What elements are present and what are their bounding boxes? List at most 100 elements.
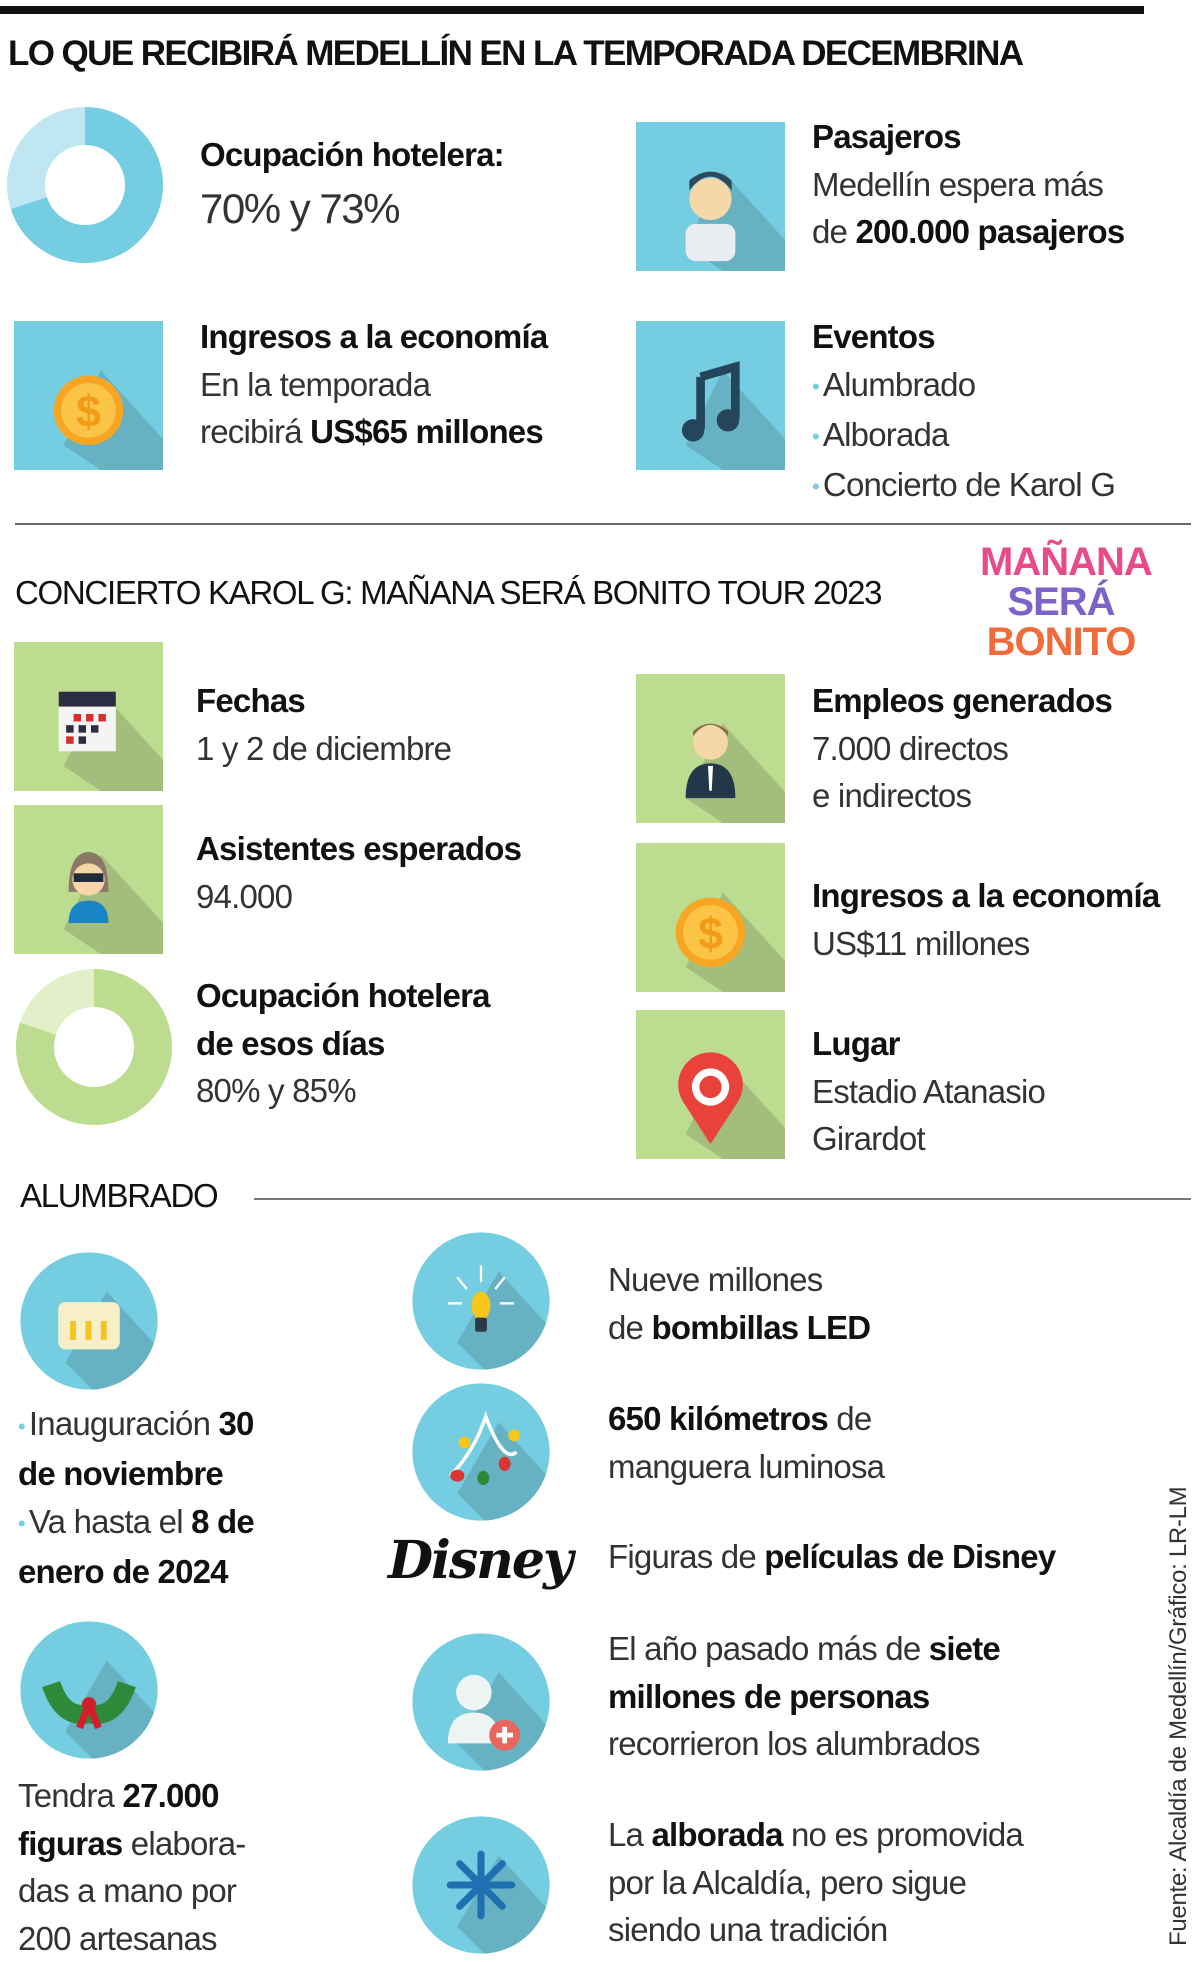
text: siete: [929, 1630, 1000, 1667]
event-item: •Alumbrado: [812, 361, 1115, 411]
jobs-heading: Empleos generados: [812, 677, 1112, 725]
wreath-icon: [18, 1619, 160, 1761]
figures-block: Tendra 27.000 figuras elabora- das a man…: [18, 1772, 245, 1962]
event-label: Alumbrado: [823, 366, 975, 403]
visitors-block: El año pasado más de siete millones de p…: [608, 1625, 1000, 1768]
text: películas de Disney: [764, 1538, 1055, 1575]
advent-calendar-icon: [18, 1250, 160, 1392]
concert-hotel-heading2: de esos días: [196, 1020, 490, 1068]
text: de: [608, 1309, 651, 1346]
text: La: [608, 1816, 651, 1853]
end-date: enero de 2024: [18, 1548, 254, 1596]
text: das a mano por: [18, 1867, 245, 1915]
person-icon: [636, 122, 785, 271]
text: Nueve millones: [608, 1256, 870, 1304]
text: millones de personas: [608, 1673, 1000, 1721]
income-heading: Ingresos a la economía: [200, 313, 547, 361]
dates-block: Fechas 1 y 2 de diciembre: [196, 677, 451, 772]
lights-divider: [254, 1198, 1191, 1200]
dates-value: 1 y 2 de diciembre: [196, 725, 451, 773]
firework-icon: [410, 1814, 552, 1956]
divider: [15, 523, 1191, 525]
passengers-heading: Pasajeros: [812, 113, 1124, 161]
text: 650 kilómetros: [608, 1400, 828, 1437]
concert-hotel-value: 80% y 85%: [196, 1067, 490, 1115]
calendar-icon: [14, 642, 163, 791]
hotel-heading: Ocupación hotelera:: [200, 131, 504, 179]
bulbs-block: Nueve millones de bombillas LED: [608, 1256, 870, 1351]
income-value: US$65 millones: [310, 413, 543, 450]
event-label: Concierto de Karol G: [823, 466, 1115, 503]
text: elabora-: [122, 1825, 245, 1862]
text: 27.000: [122, 1777, 218, 1814]
concert-heading: CONCIERTO KAROL G: MAÑANA SERÁ BONITO TO…: [15, 574, 881, 612]
text: alborada: [651, 1816, 782, 1853]
page-title: LO QUE RECIBIRÁ MEDELLÍN EN LA TEMPORADA…: [8, 34, 1022, 74]
concert-hotel-block: Ocupación hotelera de esos días 80% y 85…: [196, 972, 490, 1115]
events-heading: Eventos: [812, 313, 1115, 361]
person-plus-icon: [410, 1631, 552, 1773]
alborada-block: La alborada no es promovida por la Alcal…: [608, 1811, 1023, 1954]
top-bar: [0, 6, 1144, 14]
tour-logo: MAÑANA SERÁ BONITO: [980, 542, 1142, 662]
passengers-count: 200.000 pasajeros: [855, 213, 1124, 250]
income-block: Ingresos a la economía En la temporada r…: [200, 313, 547, 456]
text: siendo una tradición: [608, 1906, 1023, 1954]
text: bombillas LED: [651, 1309, 870, 1346]
disney-logo: Disney: [388, 1530, 578, 1591]
income-line2: recibirá US$65 millones: [200, 408, 547, 456]
text: El año pasado más de: [608, 1630, 929, 1667]
text: recorrieron los alumbrados: [608, 1720, 1000, 1768]
passengers-line1: Medellín espera más: [812, 161, 1124, 209]
text: recibirá: [200, 413, 310, 450]
dollar-coin-icon: $: [636, 843, 785, 992]
jobs-line1: 7.000 directos: [812, 725, 1112, 773]
text: figuras: [18, 1825, 122, 1862]
disney-block: Figuras de películas de Disney: [608, 1533, 1055, 1581]
events-block: Eventos •Alumbrado •Alborada •Concierto …: [812, 313, 1115, 511]
place-line2: Girardot: [812, 1115, 1045, 1163]
concert-hotel-donut: [16, 969, 172, 1125]
event-item: •Alborada: [812, 411, 1115, 461]
svg-text:$: $: [698, 910, 723, 959]
passengers-block: Pasajeros Medellín espera más de 200.000…: [812, 113, 1124, 256]
text: de: [828, 1400, 871, 1437]
concert-income-value: US$11 millones: [812, 920, 1159, 968]
dates-heading: Fechas: [196, 677, 451, 725]
passengers-line2: de 200.000 pasajeros: [812, 208, 1124, 256]
attendees-value: 94.000: [196, 873, 521, 921]
income-line1: En la temporada: [200, 361, 547, 409]
lights-heading: ALUMBRADO: [20, 1177, 217, 1215]
text: 30: [219, 1405, 254, 1442]
dollar-coin-icon: $: [14, 321, 163, 470]
text: por la Alcaldía, pero sigue: [608, 1859, 1023, 1907]
music-note-icon: [636, 321, 785, 470]
text: 200 artesanas: [18, 1915, 245, 1962]
map-pin-icon: [636, 1010, 785, 1159]
place-block: Lugar Estadio Atanasio Girardot: [812, 1020, 1045, 1163]
operator-icon: [636, 674, 785, 823]
source-credit: Fuente: Alcaldía de Medellín/Gráfico: LR…: [1165, 1487, 1193, 1946]
event-item: •Concierto de Karol G: [812, 461, 1115, 511]
hose-block: 650 kilómetros de manguera luminosa: [608, 1395, 884, 1490]
text: Figuras de: [608, 1538, 764, 1575]
attendees-heading: Asistentes esperados: [196, 825, 521, 873]
text: 8 de: [191, 1503, 254, 1540]
event-label: Alborada: [823, 416, 949, 453]
text: Tendra: [18, 1777, 122, 1814]
concert-hotel-heading: Ocupación hotelera: [196, 972, 490, 1020]
concert-income-block: Ingresos a la economía US$11 millones: [812, 872, 1159, 967]
place-line1: Estadio Atanasio: [812, 1068, 1045, 1116]
attendees-block: Asistentes esperados 94.000: [196, 825, 521, 920]
woman-sunglasses-icon: [14, 805, 163, 954]
text: Inauguración: [29, 1405, 219, 1442]
svg-text:$: $: [76, 388, 101, 437]
hotel-value: 70% y 73%: [200, 179, 504, 239]
jobs-block: Empleos generados 7.000 directos e indir…: [812, 677, 1112, 820]
light-bulb-icon: [410, 1230, 552, 1372]
text: manguera luminosa: [608, 1443, 884, 1491]
string-lights-icon: [410, 1381, 552, 1523]
inauguration-date: de noviembre: [18, 1450, 254, 1498]
place-heading: Lugar: [812, 1020, 1045, 1068]
hotel-occupancy-block: Ocupación hotelera: 70% y 73%: [200, 131, 504, 239]
